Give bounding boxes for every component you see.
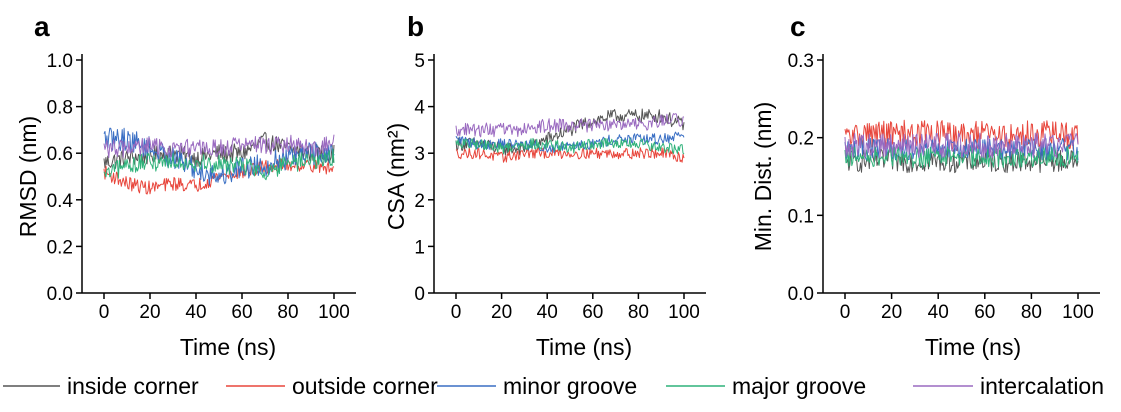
x-tick-label: 0	[99, 302, 110, 323]
panel-letter-c: c	[790, 11, 806, 42]
series-line-intercalation	[103, 134, 335, 159]
legend-label: intercalation	[980, 373, 1104, 399]
y-axis-title: RMSD (nm)	[15, 116, 41, 237]
y-tick-label: 1	[414, 237, 425, 258]
y-tick-label: 0.8	[47, 98, 73, 119]
legend-item: intercalation	[913, 373, 1104, 399]
legend-label: outside corner	[292, 373, 438, 399]
y-axis-title: Min. Dist. (nm)	[750, 102, 776, 252]
x-tick-label: 100	[668, 302, 700, 323]
x-tick-label: 0	[451, 302, 462, 323]
x-tick-label: 20	[881, 302, 902, 323]
y-tick-label: 0.2	[47, 237, 73, 258]
x-tick-label: 40	[537, 302, 558, 323]
x-tick-label: 100	[318, 302, 350, 323]
y-tick-label: 3	[414, 144, 425, 165]
x-tick-label: 80	[628, 302, 649, 323]
panel-a: a 0.0 0.2 0.4 0.6 0.8 1.0 0 20 40 60 80 100 Time (ns)…	[15, 11, 356, 360]
y-tick-label: 4	[414, 98, 425, 119]
x-tick-label: 60	[582, 302, 603, 323]
x-tick-label: 20	[139, 302, 160, 323]
x-tick-label: 40	[928, 302, 949, 323]
y-tick-label: 0.6	[47, 144, 73, 165]
y-tick-label: 5	[414, 51, 425, 72]
series-line-major-groove	[455, 137, 685, 155]
panel-letter-a: a	[34, 11, 50, 42]
legend-item: major groove	[666, 373, 866, 399]
series-line-major-groove	[103, 148, 335, 181]
panel-letter-b: b	[407, 11, 424, 42]
y-tick-label: 0.1	[788, 206, 814, 227]
y-tick-label: 0.3	[788, 51, 814, 72]
x-axis-title: Time (ns)	[536, 334, 632, 360]
legend-item: outside corner	[226, 373, 438, 399]
y-tick-label: 1.0	[47, 51, 73, 72]
legend-label: inside corner	[67, 373, 199, 399]
legend-label: minor groove	[503, 373, 637, 399]
x-tick-label: 60	[974, 302, 995, 323]
x-tick-label: 60	[231, 302, 252, 323]
x-tick-label: 40	[185, 302, 206, 323]
x-tick-label: 100	[1062, 302, 1094, 323]
y-tick-label: 0.2	[788, 129, 814, 150]
legend-item: minor groove	[437, 373, 637, 399]
y-tick-label: 0.0	[788, 284, 814, 305]
x-axis-title: Time (ns)	[180, 334, 276, 360]
y-tick-label: 0.0	[47, 284, 73, 305]
x-tick-label: 80	[1021, 302, 1042, 323]
panel-b: b 0 1 2 3 4 5 0 20 40 60 80 100 Time (ns) CSA (nm²)	[383, 11, 706, 360]
x-tick-label: 80	[277, 302, 298, 323]
y-tick-label: 2	[414, 191, 425, 212]
series-line-intercalation	[844, 132, 1079, 159]
y-axis-title: CSA (nm²)	[383, 123, 409, 230]
y-tick-label: 0.4	[47, 191, 74, 212]
x-tick-label: 20	[491, 302, 512, 323]
legend-label: major groove	[732, 373, 866, 399]
legend-item: inside corner	[3, 373, 199, 399]
series-line-outside-corner	[455, 147, 685, 163]
x-axis-title: Time (ns)	[925, 334, 1021, 360]
x-tick-label: 0	[840, 302, 851, 323]
panel-c: c 0.0 0.1 0.2 0.3 0 20 40 60 80 100 Time (ns) Min. D…	[750, 11, 1100, 360]
series-line-intercalation	[455, 113, 685, 138]
y-tick-label: 0	[414, 284, 425, 305]
legend: inside corner outside corner minor groove m…	[3, 373, 1104, 399]
